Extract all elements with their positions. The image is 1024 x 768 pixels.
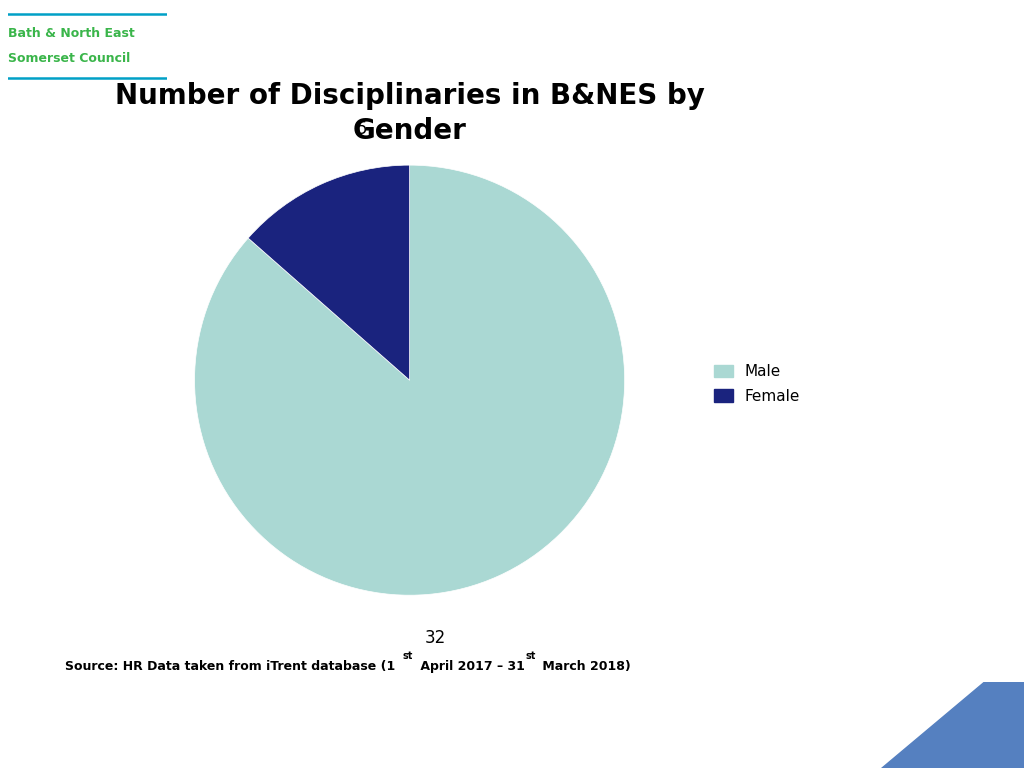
Polygon shape	[881, 647, 1024, 768]
Text: st: st	[525, 651, 537, 661]
Legend: Male, Female: Male, Female	[714, 365, 800, 403]
Text: Number of Disciplinaries in B&NES by
Gender: Number of Disciplinaries in B&NES by Gen…	[115, 82, 705, 145]
Text: Source: HR Data taken from iTrent database (1: Source: HR Data taken from iTrent databa…	[66, 660, 395, 673]
Text: The: The	[482, 713, 526, 737]
Text: 32: 32	[425, 629, 446, 647]
Text: March 2018): March 2018)	[538, 660, 631, 673]
Text: place to live, work and visit: place to live, work and visit	[516, 713, 848, 737]
Text: April 2017 – 31: April 2017 – 31	[416, 660, 525, 673]
Text: 5: 5	[357, 120, 368, 137]
Wedge shape	[195, 165, 625, 595]
Wedge shape	[248, 165, 410, 380]
Text: Bath & North East: Bath & North East	[8, 27, 135, 40]
Text: st: st	[403, 651, 414, 661]
Text: Bath & North East Somerset -: Bath & North East Somerset -	[124, 713, 481, 737]
Text: Somerset Council: Somerset Council	[8, 52, 130, 65]
